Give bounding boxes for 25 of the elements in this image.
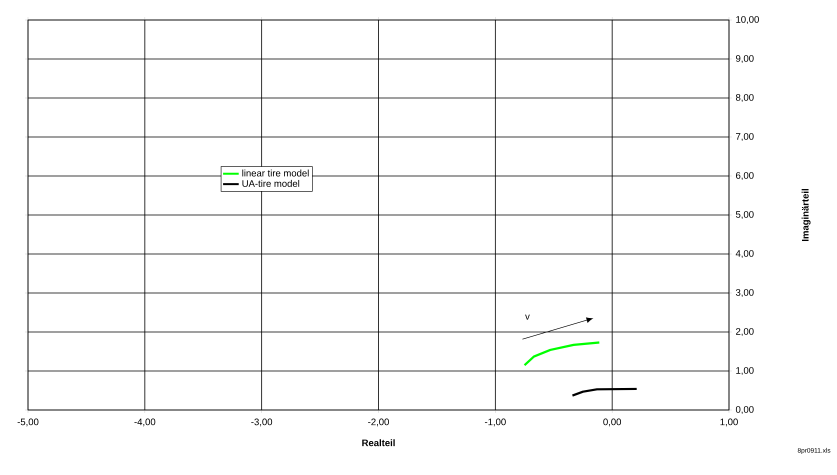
y-tick-label: 1,00 bbox=[736, 367, 754, 375]
y-tick-label: 9,00 bbox=[736, 55, 754, 63]
y-tick-label: 10,00 bbox=[736, 16, 759, 24]
y-tick-label: 5,00 bbox=[736, 211, 754, 219]
y-tick-label: 6,00 bbox=[736, 172, 754, 180]
x-tick-label: -3,00 bbox=[251, 418, 272, 426]
y-tick-label: 3,00 bbox=[736, 289, 754, 297]
y-tick-label: 8,00 bbox=[736, 94, 754, 102]
legend-label: UA-tire model bbox=[242, 180, 300, 187]
y-axis-title: Imaginärteil bbox=[802, 189, 811, 242]
line-series bbox=[571, 388, 638, 397]
y-tick-label: 2,00 bbox=[736, 328, 754, 336]
x-tick-label: -2,00 bbox=[368, 418, 389, 426]
y-tick-label: 0,00 bbox=[736, 406, 754, 414]
x-tick-label: -5,00 bbox=[18, 418, 38, 426]
y-tick-label: 7,00 bbox=[736, 133, 754, 141]
x-axis-title: Realteil bbox=[362, 439, 395, 446]
annotation: v bbox=[525, 314, 530, 320]
x-tick-label: 1,00 bbox=[720, 418, 738, 426]
y-tick-label: 4,00 bbox=[736, 250, 754, 258]
legend-label: linear tire model bbox=[242, 170, 309, 177]
x-tick-label: -4,00 bbox=[134, 418, 156, 426]
line-series bbox=[523, 341, 600, 366]
x-tick-label: -1,00 bbox=[484, 418, 506, 426]
x-tick-label: 0,00 bbox=[603, 418, 622, 426]
